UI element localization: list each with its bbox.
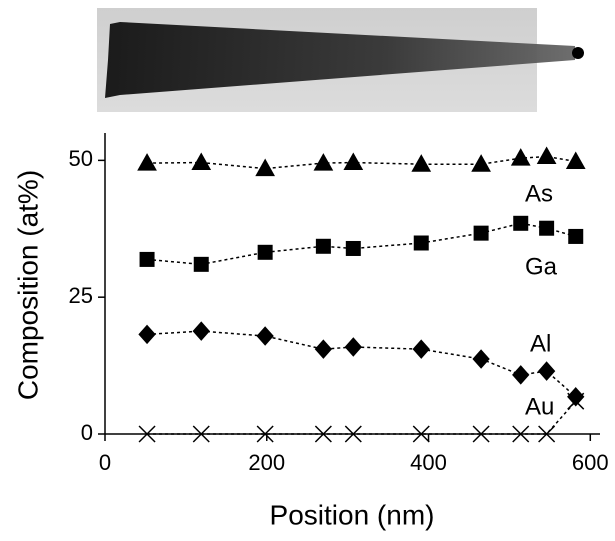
marker [412, 155, 430, 171]
y-tick-label: 0 [81, 420, 93, 445]
marker [474, 226, 488, 240]
series-line [147, 331, 576, 397]
marker [193, 322, 209, 340]
x-tick-label: 0 [99, 450, 111, 475]
marker [314, 154, 332, 170]
series-label: Al [530, 330, 551, 357]
marker [139, 325, 155, 343]
marker [538, 148, 556, 164]
marker [539, 362, 555, 380]
marker [514, 216, 528, 230]
series-label: As [525, 180, 553, 207]
marker [567, 152, 585, 168]
x-tick-label: 600 [572, 450, 609, 475]
marker [140, 252, 154, 266]
marker [256, 160, 274, 176]
series-label: Ga [525, 253, 558, 280]
marker [257, 327, 273, 345]
y-axis-title: Composition (at%) [12, 170, 43, 400]
marker [569, 229, 583, 243]
chart: Position (nm) Composition (at%) 0 25 50 0 20… [0, 0, 615, 541]
marker [192, 154, 210, 170]
marker [413, 340, 429, 358]
x-tick-label: 400 [410, 450, 447, 475]
marker [540, 221, 554, 235]
marker [344, 154, 362, 170]
marker [346, 241, 360, 255]
gold-tip [572, 47, 584, 59]
marker [138, 154, 156, 170]
x-tick-label: 200 [248, 450, 285, 475]
x-axis-title: Position (nm) [270, 499, 435, 530]
y-tick-label: 50 [69, 146, 93, 171]
series-line [147, 223, 576, 264]
series-label: Au [525, 393, 554, 420]
marker [472, 155, 490, 171]
marker [513, 366, 529, 384]
marker [194, 257, 208, 271]
micrograph [97, 8, 584, 112]
marker [568, 388, 584, 406]
marker [258, 245, 272, 259]
marker [512, 149, 530, 165]
series-line [147, 401, 576, 434]
marker [316, 239, 330, 253]
y-tick-label: 25 [69, 283, 93, 308]
series-line [147, 157, 576, 169]
marker [345, 338, 361, 356]
marker [473, 350, 489, 368]
marker [315, 340, 331, 358]
marker [414, 236, 428, 250]
